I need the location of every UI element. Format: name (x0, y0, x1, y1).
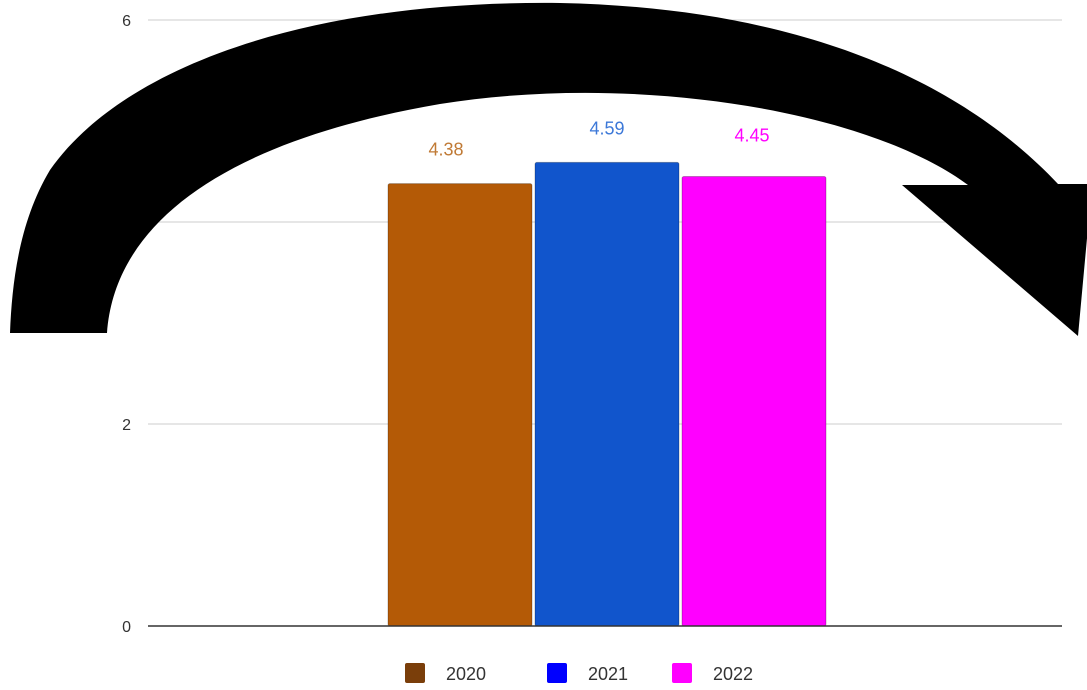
legend: 2020 2021 2022 (405, 663, 753, 684)
data-label-2021: 4.59 (589, 118, 624, 138)
bars (387, 161, 827, 627)
bar-2022 (681, 176, 827, 627)
bar-2020 (387, 183, 533, 627)
legend-swatch (405, 663, 425, 683)
curved-arrow-annotation (10, 2, 1087, 336)
data-label-2022: 4.45 (734, 126, 769, 146)
legend-label: 2020 (446, 664, 486, 684)
legend-label: 2022 (713, 664, 753, 684)
legend-item-2021: 2021 (547, 663, 628, 684)
legend-label: 2021 (588, 664, 628, 684)
bar-2021 (534, 161, 680, 627)
y-tick-label: 6 (122, 13, 131, 30)
data-labels: 4.38 4.59 4.45 (428, 118, 769, 159)
legend-swatch (672, 663, 692, 683)
legend-swatch (547, 663, 567, 683)
y-axis: 0 2 6 (122, 13, 131, 636)
y-tick-label: 2 (122, 417, 131, 434)
y-tick-label: 0 (122, 619, 131, 636)
legend-item-2020: 2020 (405, 663, 486, 684)
legend-item-2022: 2022 (672, 663, 753, 684)
data-label-2020: 4.38 (428, 140, 463, 160)
